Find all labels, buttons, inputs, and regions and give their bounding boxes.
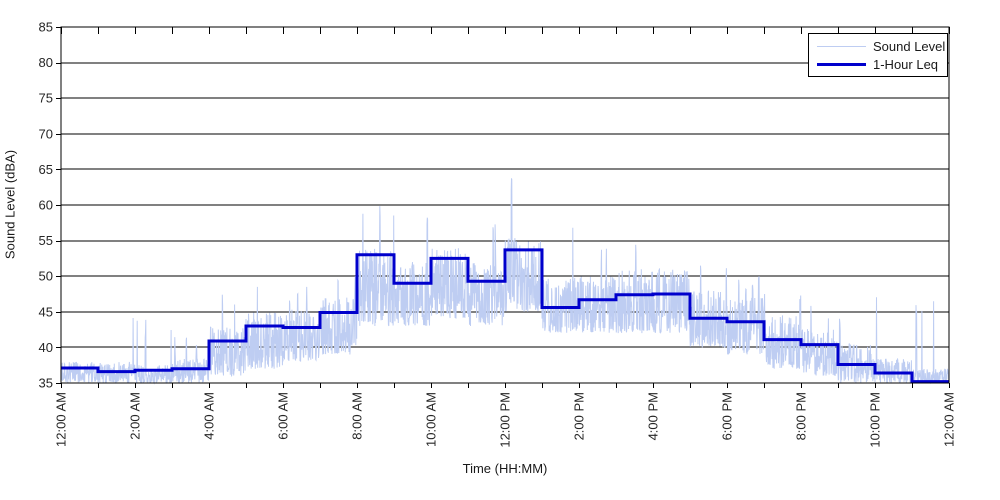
x-tick-label: 4:00 AM	[202, 392, 217, 440]
y-tick-label: 50	[39, 269, 53, 284]
leq-line-swatch	[817, 62, 866, 66]
x-tick-label: 2:00 PM	[572, 392, 587, 440]
y-tick-label: 65	[39, 162, 53, 177]
x-tick-label: 8:00 PM	[794, 392, 809, 440]
x-tick-label: 8:00 AM	[350, 392, 365, 440]
leq-stairs-line	[61, 248, 949, 384]
y-axis-title: Sound Level (dBA)	[2, 149, 18, 260]
x-tick-label: 6:00 PM	[720, 392, 735, 440]
y-tick-label: 85	[39, 20, 53, 35]
y-tick-label: 55	[39, 233, 53, 248]
legend-label-1-hour-leq: 1-Hour Leq	[873, 56, 939, 72]
x-tick-label: 12:00 PM	[498, 392, 513, 448]
y-tick-label: 40	[39, 340, 53, 355]
legend: Sound Level 1-Hour Leq	[808, 33, 948, 77]
x-axis-title: Time (HH:MM)	[462, 461, 548, 476]
y-tick-label: 60	[39, 198, 53, 213]
legend-label-sound-level: Sound Level	[873, 38, 946, 54]
legend-item-sound-level: Sound Level	[809, 37, 947, 55]
y-tick-label: 70	[39, 126, 53, 141]
y-tick-label: 35	[39, 376, 53, 391]
x-tick-label: 6:00 AM	[276, 392, 291, 440]
sound-level-line-swatch	[817, 45, 866, 47]
x-tick-label: 4:00 PM	[646, 392, 661, 440]
x-tick-label: 10:00 PM	[868, 392, 883, 448]
legend-item-1-hour-leq: 1-Hour Leq	[809, 55, 947, 73]
x-tick-label: 12:00 AM	[942, 392, 957, 447]
y-tick-label: 75	[39, 91, 53, 106]
x-tick-label: 10:00 AM	[424, 392, 439, 447]
x-tick-label: 2:00 AM	[128, 392, 143, 440]
y-tick-label: 45	[39, 304, 53, 319]
x-tick-label: 12:00 AM	[54, 392, 69, 447]
y-tick-label: 80	[39, 55, 53, 70]
